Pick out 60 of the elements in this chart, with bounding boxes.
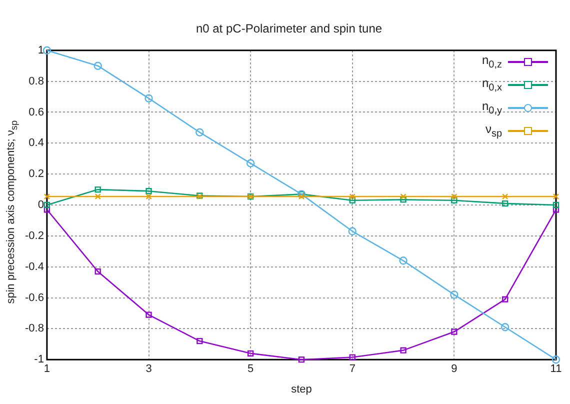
point (196, 338, 203, 344)
y-tick-label: 0.8 (28, 75, 44, 88)
point (44, 193, 50, 200)
point (349, 354, 356, 360)
x-tick-label: 5 (248, 363, 254, 376)
point (400, 193, 406, 200)
legend-label: n$_{0,z}$ (482, 52, 502, 70)
y-tick-label: 1 (38, 44, 44, 56)
point (44, 202, 50, 208)
y-tick-label: -1 (34, 354, 44, 366)
point (248, 350, 254, 356)
y-tick-label: -0.8 (24, 322, 44, 335)
x-axis-title: step (291, 383, 312, 396)
point (146, 312, 152, 318)
legend-label: n$_{0,y}$ (482, 98, 502, 116)
point (298, 193, 305, 200)
y-tick-label: -0.2 (24, 230, 44, 242)
point (44, 206, 50, 213)
x-tick-label: 9 (451, 363, 458, 376)
point (298, 356, 305, 363)
point (502, 296, 508, 302)
x-tick-label: 3 (146, 363, 152, 376)
point (450, 290, 458, 299)
point (246, 159, 255, 168)
point (196, 128, 204, 136)
point (451, 193, 458, 200)
x-tick-label: 11 (550, 363, 562, 376)
y-tick-label: 0 (38, 199, 44, 212)
x-tick-label: 7 (349, 363, 356, 376)
y-tick-label: -0.4 (24, 260, 44, 273)
point (502, 200, 508, 207)
point (94, 193, 101, 200)
point (399, 256, 408, 265)
point (348, 227, 356, 236)
point (146, 193, 152, 200)
point (42, 46, 52, 54)
point (349, 193, 356, 200)
point (500, 323, 510, 332)
point (144, 94, 153, 102)
point (94, 268, 101, 275)
point (94, 186, 101, 193)
point (400, 347, 406, 354)
y-tick-label: 0.6 (28, 106, 44, 118)
chart-title: n0 at pC-Polarimeter and spin tune (196, 22, 382, 36)
y-tick-label: 0.2 (28, 168, 44, 180)
point (400, 196, 406, 203)
point (502, 193, 508, 200)
legend-label: n$_{0,x}$ (482, 76, 502, 94)
point (451, 328, 458, 335)
point (552, 356, 560, 364)
point (552, 206, 560, 213)
y-tick-label: 0.4 (28, 137, 44, 150)
y-tick-label: -0.6 (24, 292, 44, 304)
legend-label: ν$_{sp}$ (485, 122, 502, 140)
point (451, 197, 458, 204)
point (552, 193, 560, 200)
point (94, 62, 102, 70)
point (146, 188, 152, 194)
point (349, 197, 356, 204)
point (552, 202, 560, 208)
